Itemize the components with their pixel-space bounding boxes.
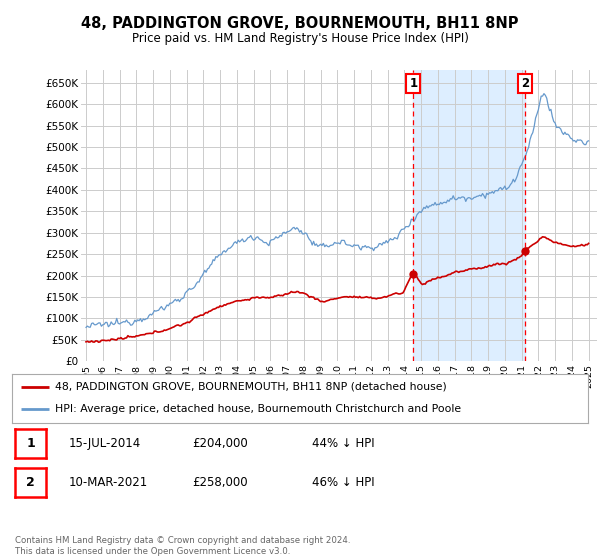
- Text: 10-MAR-2021: 10-MAR-2021: [69, 476, 148, 489]
- Text: Price paid vs. HM Land Registry's House Price Index (HPI): Price paid vs. HM Land Registry's House …: [131, 32, 469, 45]
- Text: 2: 2: [521, 77, 529, 90]
- Text: £204,000: £204,000: [192, 437, 248, 450]
- Text: £258,000: £258,000: [192, 476, 248, 489]
- Text: 48, PADDINGTON GROVE, BOURNEMOUTH, BH11 8NP (detached house): 48, PADDINGTON GROVE, BOURNEMOUTH, BH11 …: [55, 382, 447, 392]
- Text: 1: 1: [409, 77, 418, 90]
- Text: Contains HM Land Registry data © Crown copyright and database right 2024.
This d: Contains HM Land Registry data © Crown c…: [15, 536, 350, 556]
- Text: 46% ↓ HPI: 46% ↓ HPI: [312, 476, 374, 489]
- Text: 2: 2: [26, 476, 35, 489]
- Text: 48, PADDINGTON GROVE, BOURNEMOUTH, BH11 8NP: 48, PADDINGTON GROVE, BOURNEMOUTH, BH11 …: [81, 16, 519, 31]
- Text: 15-JUL-2014: 15-JUL-2014: [69, 437, 141, 450]
- Text: 1: 1: [26, 437, 35, 450]
- Bar: [413, 70, 525, 361]
- Text: 44% ↓ HPI: 44% ↓ HPI: [312, 437, 374, 450]
- Text: HPI: Average price, detached house, Bournemouth Christchurch and Poole: HPI: Average price, detached house, Bour…: [55, 404, 461, 414]
